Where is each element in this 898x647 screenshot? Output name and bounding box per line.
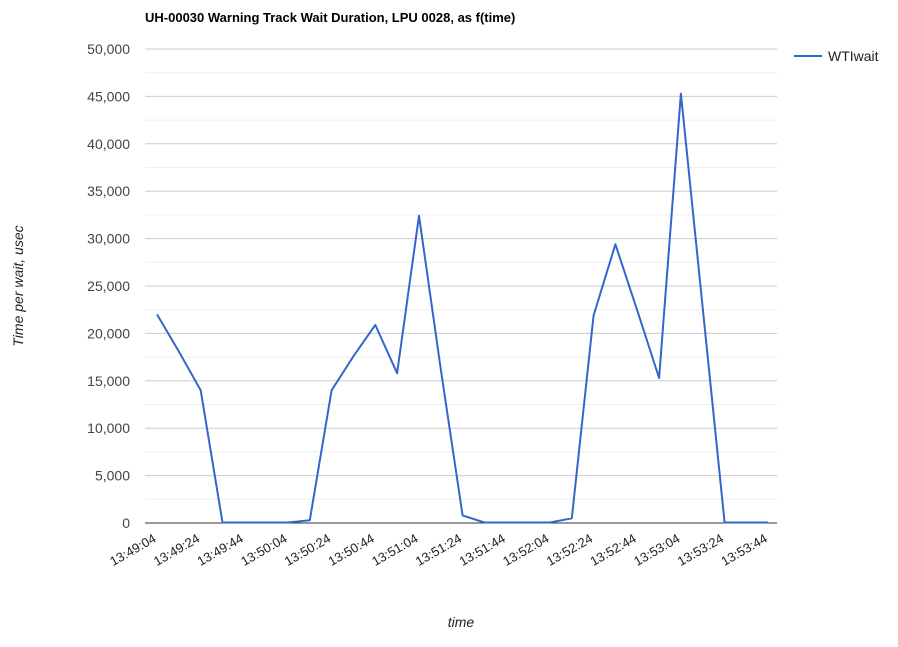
x-axis-ticks: 13:49:0413:49:2413:49:4413:50:0413:50:24… [107,531,770,569]
y-tick-label: 50,000 [87,41,130,57]
y-tick-label: 10,000 [87,420,130,436]
x-tick-label: 13:52:24 [544,531,595,569]
legend-label: WTIwait [828,48,879,64]
x-tick-label: 13:52:44 [587,531,638,569]
chart-title: UH-00030 Warning Track Wait Duration, LP… [145,10,515,25]
series-group [156,92,769,524]
x-tick-label: 13:49:24 [151,531,202,569]
x-tick-label: 13:53:44 [718,531,769,569]
series-line [156,92,769,524]
y-tick-label: 40,000 [87,136,130,152]
y-tick-label: 35,000 [87,183,130,199]
x-tick-label: 13:50:24 [282,531,333,569]
x-tick-label: 13:49:44 [194,531,245,569]
x-tick-label: 13:53:24 [675,531,726,569]
grid-lines [145,48,777,500]
y-tick-label: 5,000 [95,468,130,484]
y-tick-label: 15,000 [87,373,130,389]
x-tick-label: 13:51:44 [456,531,507,569]
x-tick-label: 13:50:44 [325,531,376,569]
y-tick-label: 20,000 [87,325,130,341]
x-tick-label: 13:53:04 [631,531,682,569]
legend: WTIwait [794,48,879,64]
y-tick-label: 25,000 [87,278,130,294]
y-axis-title: Time per wait, usec [10,225,26,346]
x-tick-label: 13:52:04 [500,531,551,569]
x-axis-title: time [448,614,475,630]
y-tick-label: 30,000 [87,231,130,247]
y-tick-label: 0 [122,515,130,531]
x-tick-label: 13:50:04 [238,531,289,569]
y-tick-label: 45,000 [87,88,130,104]
x-tick-label: 13:51:04 [369,531,420,569]
x-tick-label: 13:49:04 [107,531,158,569]
x-tick-label: 13:51:24 [413,531,464,569]
y-axis-ticks: 0 5,000 10,000 15,000 20,000 25,000 30,000 35,0… [87,41,130,531]
